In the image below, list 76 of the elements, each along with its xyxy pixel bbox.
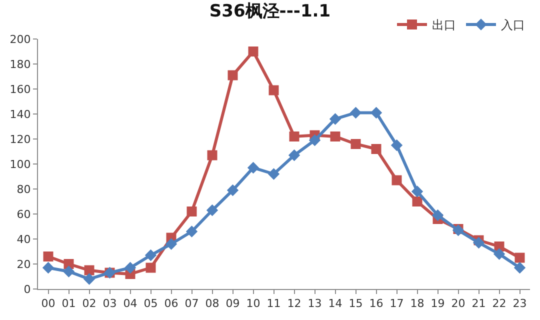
point xyxy=(83,273,96,285)
x-tick-label: 13 xyxy=(308,297,322,310)
x-tick-label: 05 xyxy=(144,297,158,310)
point xyxy=(42,262,54,274)
x-tick-label: 00 xyxy=(41,297,56,310)
point xyxy=(84,265,94,276)
x-tick-label: 23 xyxy=(512,297,527,310)
y-tick-label: 80 xyxy=(16,182,31,196)
point xyxy=(62,266,75,278)
x-tick-label: 08 xyxy=(205,297,220,310)
point xyxy=(350,106,362,119)
point xyxy=(248,46,258,56)
x-tick-label: 04 xyxy=(123,297,138,310)
point xyxy=(43,252,54,262)
y-tick-label: 60 xyxy=(16,208,31,221)
y-tick-label: 120 xyxy=(10,132,31,146)
point xyxy=(371,144,382,154)
x-tick-label: 16 xyxy=(369,297,384,310)
point xyxy=(228,70,238,80)
x-tick-label: 15 xyxy=(348,297,363,310)
x-tick-label: 02 xyxy=(82,297,96,310)
y-tick-label: 100 xyxy=(10,158,31,171)
point xyxy=(390,139,403,152)
point xyxy=(226,184,239,196)
y-tick-label: 160 xyxy=(10,82,31,96)
point xyxy=(206,204,218,216)
y-tick-label: 20 xyxy=(16,258,31,271)
point xyxy=(514,262,526,274)
point xyxy=(146,262,156,273)
x-tick-label: 20 xyxy=(451,297,466,310)
point xyxy=(247,162,260,174)
point xyxy=(472,236,485,249)
point xyxy=(308,134,321,146)
point xyxy=(268,168,280,180)
point xyxy=(329,113,342,125)
x-tick-label: 10 xyxy=(246,297,260,310)
point xyxy=(432,209,444,222)
y-tick-label: 0 xyxy=(24,282,31,296)
point xyxy=(186,206,197,216)
point xyxy=(411,186,424,198)
legend-label: 出口 xyxy=(432,18,456,32)
y-tick-label: 200 xyxy=(10,32,31,46)
point xyxy=(350,139,361,149)
point xyxy=(144,249,157,262)
x-tick-label: 17 xyxy=(390,297,404,310)
point xyxy=(268,85,279,96)
point xyxy=(186,226,198,238)
x-tick-label: 19 xyxy=(430,297,445,310)
x-tick-label: 01 xyxy=(62,297,76,310)
legend-label: 入口 xyxy=(501,18,525,32)
y-tick-label: 180 xyxy=(10,58,31,71)
x-tick-label: 07 xyxy=(184,297,199,310)
x-tick-label: 14 xyxy=(328,297,342,310)
y-tick-label: 40 xyxy=(16,232,31,246)
point xyxy=(452,224,464,236)
x-tick-label: 12 xyxy=(287,297,302,310)
x-tick-label: 03 xyxy=(102,297,117,310)
x-tick-label: 11 xyxy=(266,297,281,310)
point xyxy=(124,262,136,274)
x-tick-label: 09 xyxy=(226,297,240,310)
point xyxy=(165,238,178,250)
x-tick-label: 18 xyxy=(410,297,424,310)
point xyxy=(288,149,300,162)
point xyxy=(493,248,506,260)
point xyxy=(207,150,218,160)
point xyxy=(412,196,422,206)
y-tick-label: 140 xyxy=(10,108,31,121)
chart-title: S36枫泾---1.1 xyxy=(209,2,331,22)
point xyxy=(392,175,402,186)
x-tick-label: 21 xyxy=(472,297,486,310)
point xyxy=(370,106,382,119)
point xyxy=(330,132,340,142)
x-tick-label: 22 xyxy=(492,297,506,310)
x-tick-label: 06 xyxy=(164,297,178,310)
point xyxy=(514,252,525,263)
point xyxy=(289,132,300,142)
